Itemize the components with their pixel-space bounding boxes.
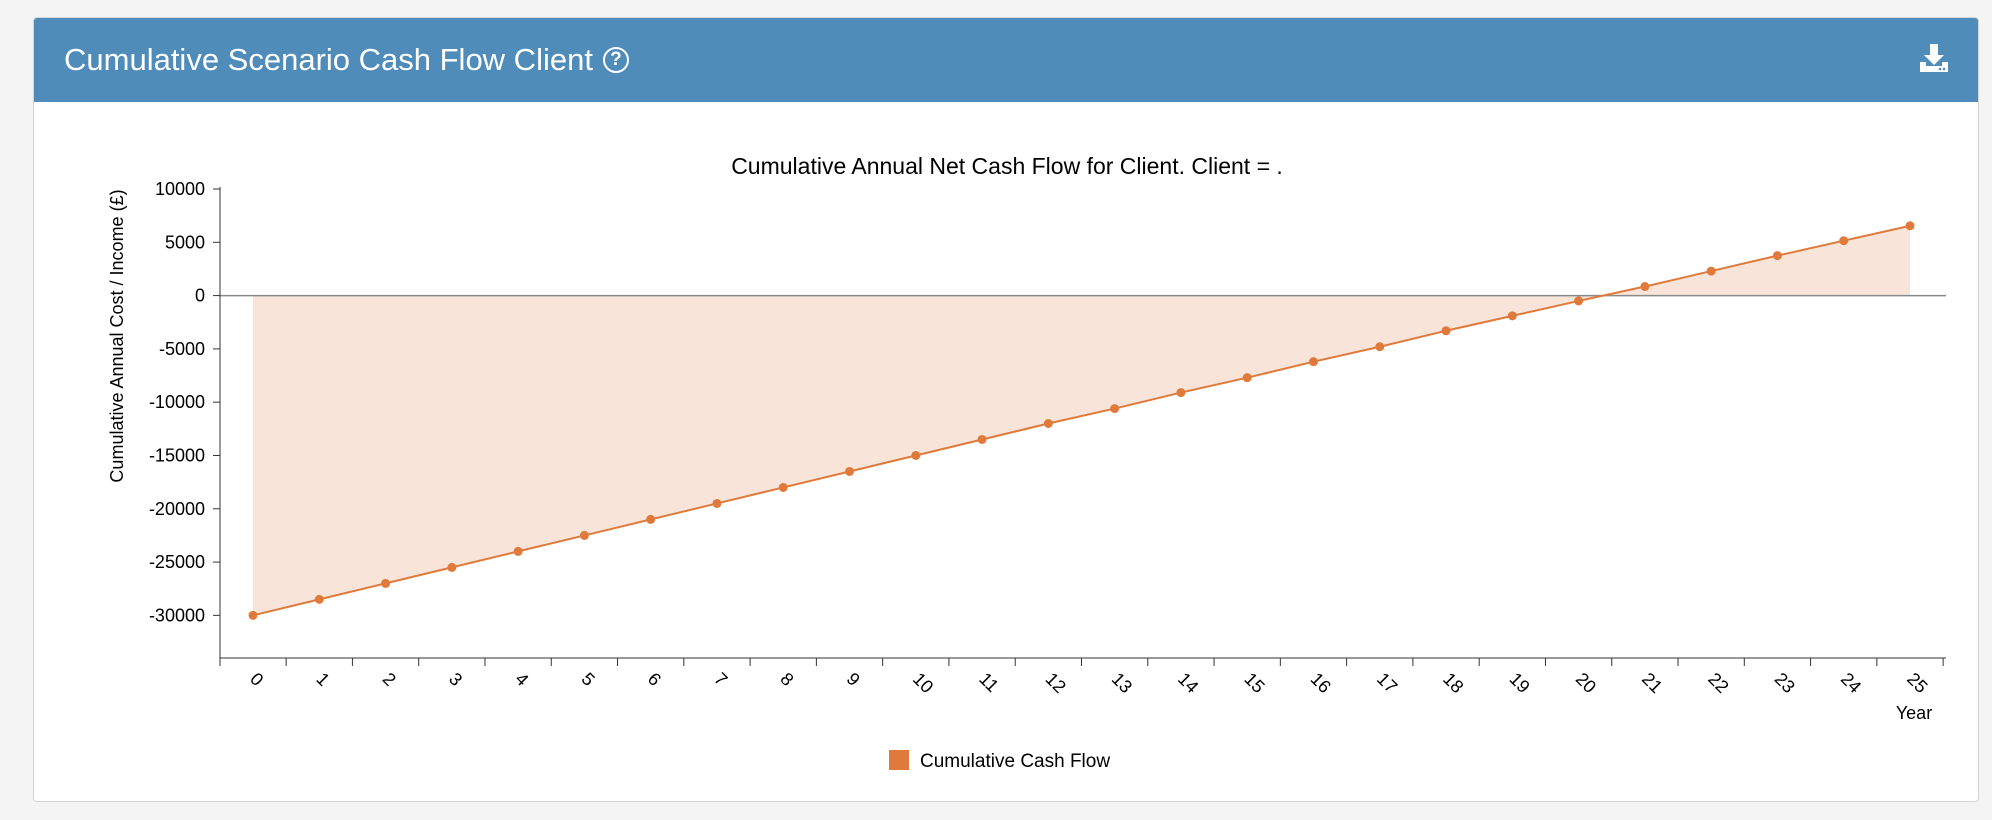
data-point: [314, 594, 324, 604]
data-point: [447, 562, 457, 572]
chart-panel: Cumulative Scenario Cash Flow Client ? C…: [33, 17, 1979, 802]
x-tick-label: 8: [776, 669, 797, 690]
x-tick-label: 9: [843, 669, 864, 690]
data-point: [1043, 419, 1053, 428]
data-point: [712, 498, 722, 508]
x-tick-label: 13: [1108, 669, 1136, 697]
data-point: [1574, 296, 1584, 306]
x-tick-label: 0: [246, 669, 267, 690]
data-point: [845, 466, 855, 476]
x-tick-label: 1: [312, 669, 333, 690]
x-tick-label: 2: [379, 669, 400, 690]
y-tick-label: 0: [195, 286, 205, 306]
x-axis-label: Year: [1896, 703, 1932, 723]
series-area-fill: [253, 225, 1910, 616]
plot-area: 10000 5000 0 -5000 -10000 -15000 -20000 -25000 -…: [149, 179, 1946, 697]
data-point: [1839, 236, 1849, 246]
x-tick-label: 20: [1572, 669, 1600, 697]
y-tick-label: -5000: [159, 339, 205, 359]
x-tick-label: 12: [1042, 669, 1070, 697]
legend-swatch: [889, 750, 909, 770]
x-tick-label: 5: [578, 669, 599, 690]
data-point: [1905, 221, 1915, 231]
panel-header: Cumulative Scenario Cash Flow Client ?: [34, 18, 1978, 102]
x-tick-label: 19: [1505, 669, 1533, 697]
data-point: [248, 610, 258, 620]
x-tick-label: 7: [710, 669, 731, 690]
cash-flow-chart: Cumulative Annual Net Cash Flow for Clie…: [107, 153, 1946, 772]
x-tick-label: 24: [1837, 669, 1865, 697]
data-point: [977, 434, 987, 444]
data-point: [911, 450, 921, 460]
y-tick-label: -15000: [149, 445, 205, 465]
x-tick-label: 18: [1439, 669, 1467, 697]
legend: Cumulative Cash Flow: [889, 750, 1110, 772]
data-point: [1441, 326, 1451, 336]
data-point: [513, 546, 523, 556]
x-tick-label: 22: [1704, 669, 1732, 697]
x-tick-label: 3: [445, 669, 466, 690]
x-tick-label: 16: [1307, 669, 1335, 697]
y-tick-label: -25000: [149, 552, 205, 572]
panel-title: Cumulative Scenario Cash Flow Client: [64, 42, 593, 77]
download-icon[interactable]: [1918, 42, 1950, 74]
x-tick-label: 11: [975, 669, 1002, 696]
x-tick-label: 4: [511, 669, 532, 690]
x-tick-label: 23: [1771, 669, 1799, 697]
data-point: [1110, 404, 1120, 414]
x-tick-label: 14: [1174, 669, 1202, 697]
y-tick-label: 10000: [155, 179, 205, 199]
y-tick-label: -30000: [149, 605, 205, 625]
data-point: [1640, 282, 1650, 292]
series-line: [252, 224, 1911, 617]
x-tick-label: 6: [644, 669, 665, 690]
data-point: [1375, 342, 1385, 352]
y-tick-label: -20000: [149, 499, 205, 519]
data-point: [1772, 251, 1782, 261]
data-point: [1176, 388, 1186, 398]
data-point: [381, 578, 391, 588]
chart-title: Cumulative Annual Net Cash Flow for Clie…: [731, 153, 1283, 179]
data-point: [1706, 266, 1716, 276]
y-tick-label: 5000: [165, 232, 205, 252]
data-point: [579, 530, 589, 540]
data-point: [1242, 373, 1252, 383]
y-tick-label: -10000: [149, 392, 205, 412]
x-tick-label: 15: [1240, 669, 1268, 697]
x-tick-label: 21: [1638, 669, 1666, 697]
data-point: [778, 482, 788, 492]
data-point: [1507, 311, 1517, 321]
x-tick-label: 10: [909, 669, 937, 697]
data-point: [1308, 357, 1318, 367]
y-axis-label: Cumulative Annual Cost / Income (£): [107, 189, 127, 482]
legend-label: Cumulative Cash Flow: [920, 751, 1110, 772]
question-circle-icon[interactable]: ?: [602, 47, 629, 73]
data-point: [646, 514, 656, 524]
x-tick-label: 25: [1903, 669, 1931, 697]
x-tick-label: 17: [1373, 669, 1401, 697]
